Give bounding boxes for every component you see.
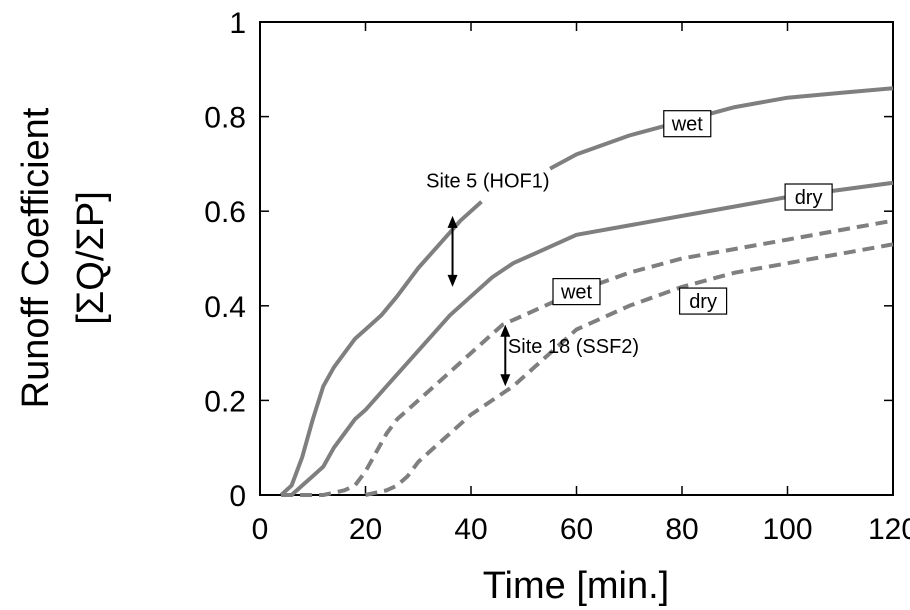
- plot-frame: [259, 21, 894, 496]
- series-line-0: [549, 86, 894, 171]
- site-annotation: Site 18 (SSF2): [508, 336, 639, 358]
- curve-label-box: [784, 183, 833, 211]
- x-tick-label: 40: [454, 513, 487, 546]
- curve-label: dry: [689, 291, 717, 313]
- range-arrow-head: [500, 374, 511, 387]
- y-tick-label: 0.2: [204, 385, 246, 418]
- series-line-0: [279, 200, 483, 497]
- curve-label-box: [552, 278, 601, 306]
- curve-label-box: [663, 110, 712, 138]
- y-tick-label: 0.8: [204, 102, 246, 135]
- x-tick-label: 120: [868, 513, 910, 546]
- x-axis-title: Time [min.]: [483, 565, 670, 607]
- curve-label: wet: [560, 282, 593, 304]
- range-arrows: [447, 215, 511, 387]
- range-arrow-head: [447, 215, 458, 228]
- series-line-2: [281, 218, 894, 497]
- x-tick-label: 100: [762, 513, 812, 546]
- range-arrow-head: [500, 324, 511, 337]
- series-layer: [279, 86, 894, 497]
- y-tick-label: 0.6: [204, 196, 246, 229]
- series-line-1: [281, 180, 894, 497]
- range-arrow-head: [447, 274, 458, 287]
- y-axis-title-line2: [ΣQ/ΣP]: [70, 191, 112, 325]
- x-tick-label: 20: [349, 513, 382, 546]
- y-tick-label: 0: [229, 480, 246, 513]
- x-tick-label: 80: [665, 513, 698, 546]
- y-tick-label: 0.4: [204, 291, 246, 324]
- x-tick-label: 60: [560, 513, 593, 546]
- site-annotation: Site 5 (HOF1): [426, 171, 549, 193]
- curve-label: dry: [795, 187, 823, 209]
- y-axis-title-line1: Runoff Coefficient: [15, 107, 57, 408]
- curve-label-box: [678, 287, 728, 315]
- y-tick-label: 1: [229, 7, 246, 40]
- axis-ticks: 0 20 40 60 80 100 120 0 0.2 0.4 0.6 0.8 1: [204, 7, 910, 546]
- x-tick-label: 0: [252, 513, 269, 546]
- curve-label: wet: [671, 114, 704, 136]
- curve-labels: Site 5 (HOF1) Site 18 (SSF2) wet dry wet dry: [426, 110, 833, 358]
- series-line-3: [365, 242, 894, 497]
